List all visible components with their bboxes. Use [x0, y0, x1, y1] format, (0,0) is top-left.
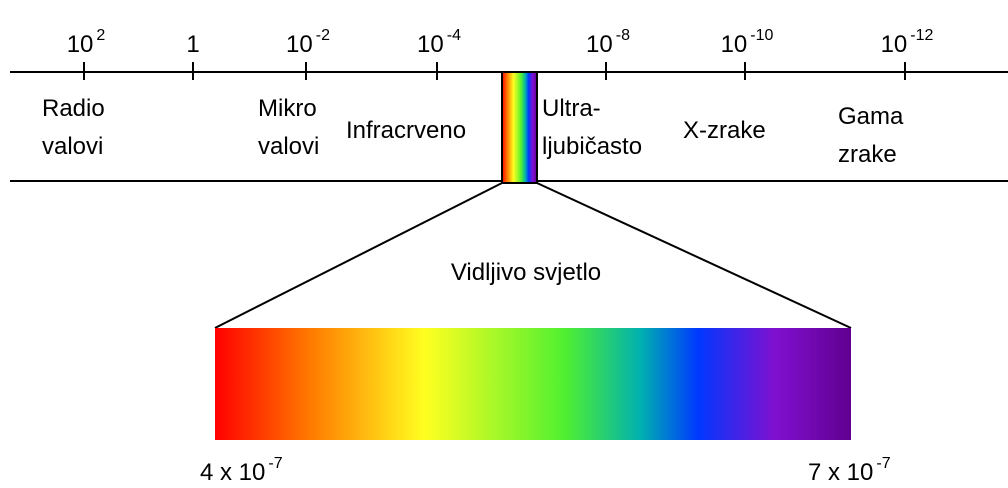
base: 10 [586, 31, 613, 58]
tick-label: 7 x 10 -7 [808, 455, 891, 486]
base: 1 [186, 31, 199, 58]
tick-label: 10 -4 [417, 27, 461, 58]
visible-title: Vidljivo svjetlo [451, 259, 601, 286]
ticks: 10 2 1 10 -2 10 -4 10 -8 10 -10 10 -12 [67, 27, 934, 80]
base: 10 [417, 31, 444, 58]
exponent: -7 [876, 455, 890, 472]
band-label: Ultra- [542, 95, 601, 122]
band-label: Mikro [258, 95, 317, 122]
band-label: zrake [838, 141, 897, 168]
exponent: -4 [447, 27, 461, 44]
exponent: 2 [96, 27, 105, 44]
base: 10 [721, 31, 748, 58]
band-label: Infracrveno [346, 117, 466, 144]
exponent: -8 [616, 27, 630, 44]
tick-label: 10 -10 [721, 27, 774, 58]
tick-label: 10 -12 [881, 27, 934, 58]
base: 10 [286, 31, 313, 58]
base: 10 [881, 31, 908, 58]
tick-label: 1 [186, 31, 199, 58]
visible-range: 4 x 10 -7 7 x 10 -7 [200, 455, 891, 486]
exponent: -10 [750, 27, 773, 44]
band-label: valovi [42, 133, 103, 160]
band-label: valovi [258, 133, 319, 160]
band-label: Radio [42, 95, 105, 122]
base: 4 x 10 [200, 459, 265, 486]
band-label: ljubičasto [542, 133, 642, 160]
zoom-line [536, 182, 852, 329]
visible-band [501, 71, 538, 184]
band-label: Gama [838, 103, 904, 130]
tick-label: 10 -8 [586, 27, 630, 58]
band-label: X-zrake [683, 117, 766, 144]
exponent: -2 [316, 27, 330, 44]
exponent: -12 [910, 27, 933, 44]
exponent: -7 [268, 455, 282, 472]
tick-label: 4 x 10 -7 [200, 455, 283, 486]
tick-label: 10 -2 [286, 27, 330, 58]
bands: Radio valovi Mikro valovi Infracrveno Ultra-l… [42, 95, 904, 168]
base: 7 x 10 [808, 459, 873, 486]
visible-spectrum [215, 328, 851, 440]
tick-label: 10 2 [67, 27, 106, 58]
base: 10 [67, 31, 94, 58]
zoom-line [214, 182, 503, 329]
